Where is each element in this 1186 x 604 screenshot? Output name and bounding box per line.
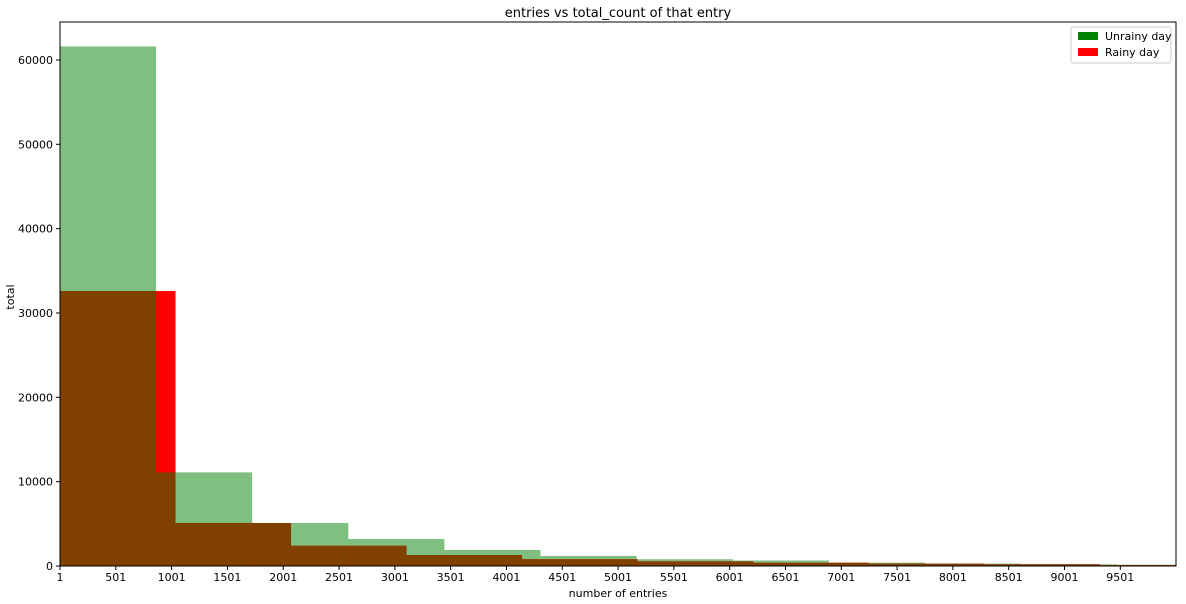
x-tick-label-7: 3501 — [437, 571, 465, 584]
overlap-bar-10 — [636, 559, 638, 566]
x-tick-label-4: 2001 — [269, 571, 297, 584]
overlap-bar-18 — [1020, 564, 1100, 566]
overlap-bar-14 — [828, 562, 869, 566]
legend-swatch-unrainy — [1078, 32, 1098, 40]
legend-label-rainy: Rainy day — [1105, 46, 1160, 59]
overlap-bar-4 — [291, 545, 349, 566]
overlap-bar-15 — [868, 563, 925, 566]
legend: Unrainy day Rainy day — [1070, 26, 1172, 64]
y-tick-label-5: 50000 — [18, 138, 53, 151]
overlap-bar-8 — [522, 559, 541, 566]
x-tick-label-2: 1001 — [158, 571, 186, 584]
x-tick-label-18: 9001 — [1051, 571, 1079, 584]
y-axis: 0 10000 20000 30000 40000 50000 60000 — [18, 54, 60, 573]
x-tick-label-6: 3001 — [381, 571, 409, 584]
x-tick-label-17: 8501 — [995, 571, 1023, 584]
y-tick-label-2: 20000 — [18, 391, 53, 404]
overlap-bar-16 — [924, 563, 985, 566]
x-tick-label-14: 7001 — [827, 571, 855, 584]
overlap-bar-1 — [156, 472, 176, 566]
overlap-bar-13 — [753, 562, 829, 566]
y-tick-label-3: 30000 — [18, 307, 53, 320]
overlap-bar-17 — [984, 564, 1021, 566]
x-tick-label-16: 8001 — [939, 571, 967, 584]
overlap-bar-0 — [60, 291, 157, 566]
overlap-bar-9 — [540, 559, 637, 566]
overlap-bar-6 — [406, 555, 445, 566]
x-axis-title: number of entries — [569, 587, 668, 600]
x-tick-label-11: 5501 — [660, 571, 688, 584]
x-tick-label-15: 7501 — [883, 571, 911, 584]
overlap-bar-2 — [175, 522, 253, 566]
overlap-bar-7 — [444, 555, 523, 566]
overlap-bar-5 — [348, 545, 407, 566]
x-tick-label-5: 2501 — [325, 571, 353, 584]
overlap-region — [60, 291, 1176, 566]
overlap-bar-12 — [732, 561, 754, 566]
unrainy-day-series — [60, 46, 1176, 566]
overlap-bar-11 — [637, 561, 733, 566]
y-tick-label-1: 10000 — [18, 476, 53, 489]
x-axis: 1 501 1001 1501 2001 2501 3001 3501 4001 4501 5001… — [57, 566, 1134, 584]
overlap-bar-3 — [252, 522, 292, 566]
x-tick-label-3: 1501 — [213, 571, 241, 584]
x-tick-label-0: 1 — [57, 571, 64, 584]
x-tick-label-10: 5001 — [604, 571, 632, 584]
y-axis-title: total — [4, 284, 17, 309]
y-tick-label-6: 60000 — [18, 54, 53, 67]
x-tick-label-13: 6501 — [771, 571, 799, 584]
y-tick-label-4: 40000 — [18, 223, 53, 236]
x-tick-label-8: 4001 — [492, 571, 520, 584]
x-tick-label-12: 6001 — [716, 571, 744, 584]
chart-title: entries vs total_count of that entry — [505, 6, 732, 21]
x-tick-label-1: 501 — [105, 571, 126, 584]
legend-label-unrainy: Unrainy day — [1105, 30, 1172, 43]
y-tick-label-0: 0 — [46, 560, 53, 573]
x-tick-label-19: 9501 — [1106, 571, 1134, 584]
x-tick-label-9: 4501 — [548, 571, 576, 584]
legend-swatch-rainy — [1078, 48, 1098, 56]
